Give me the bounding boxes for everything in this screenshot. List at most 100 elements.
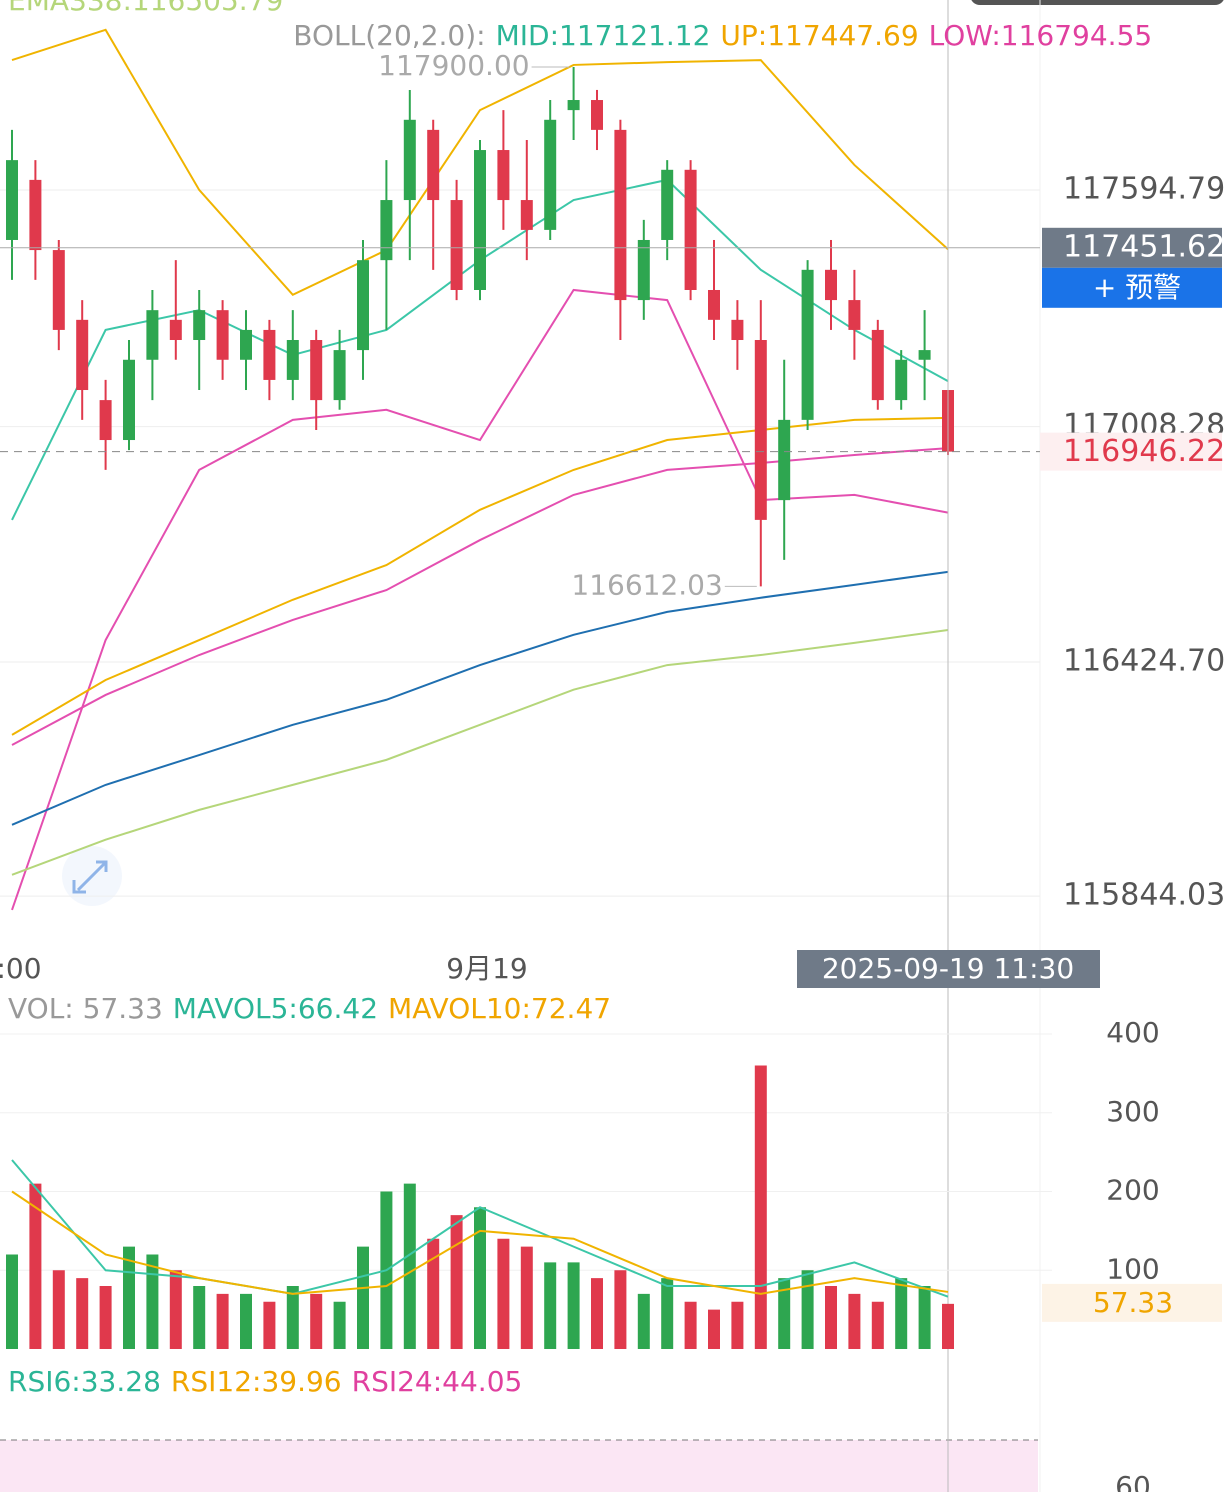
volume-bar <box>754 1065 767 1349</box>
volume-bar <box>6 1254 18 1349</box>
volume-bar <box>29 1183 42 1349</box>
candle-body <box>567 100 580 111</box>
volume-bar <box>520 1246 533 1349</box>
volume-bar <box>591 1278 603 1349</box>
legend-entry: VOL: 57.33 <box>8 992 163 1025</box>
volume-bar <box>263 1301 276 1349</box>
candle-body <box>403 119 416 201</box>
volume-bar <box>825 1286 837 1349</box>
volume-bar <box>708 1309 720 1349</box>
y-tick-label: 400 <box>1106 1016 1159 1049</box>
candle-body <box>918 350 931 360</box>
volume-bar <box>497 1238 510 1349</box>
indicator-line <box>11 1190 949 1295</box>
candle-body <box>895 359 908 401</box>
volume-bar <box>193 1286 206 1349</box>
candle-body <box>6 160 18 240</box>
indicator-line <box>11 570 949 826</box>
candle-body <box>497 150 510 201</box>
indicator-line <box>11 1159 949 1298</box>
legend-entry: RSI24:44.05 <box>352 1365 523 1398</box>
alert-button[interactable] <box>1042 267 1222 308</box>
legend-entry: RSI12:39.96 <box>171 1365 342 1398</box>
date-box <box>797 950 1100 988</box>
candle-body <box>193 310 206 341</box>
last-volume-label: 57.33 <box>1093 1286 1173 1319</box>
volume-bar <box>801 1270 814 1349</box>
volume-bar <box>895 1278 908 1349</box>
candle-body <box>708 289 720 320</box>
volume-bar <box>637 1293 650 1349</box>
indicator-line <box>11 288 949 911</box>
volume-bar <box>216 1293 229 1349</box>
candle-body <box>450 200 463 290</box>
indicator-line <box>11 447 949 746</box>
candle-body <box>146 310 159 360</box>
legend-entry: LOW:116794.55 <box>929 19 1153 52</box>
volume-bar <box>146 1254 159 1349</box>
candle-body <box>848 300 861 330</box>
indicator-line <box>11 416 949 736</box>
volume-bar <box>918 1286 931 1349</box>
volume-bar <box>403 1183 416 1349</box>
candle-body <box>474 150 486 290</box>
volume-bar <box>474 1207 486 1349</box>
legend-entry: RSI6:33.28 <box>8 1365 161 1398</box>
candle-body <box>731 319 744 341</box>
volume-bar <box>731 1301 744 1349</box>
candle-body <box>614 129 627 301</box>
low-label: 116612.03 <box>571 568 722 601</box>
volume-bar <box>427 1238 440 1349</box>
crosshair-date: 2025-09-19 11:30 <box>822 952 1074 985</box>
expand-icon[interactable] <box>62 846 122 906</box>
legend-entry: MAVOL10:72.47 <box>388 992 611 1025</box>
volume-bar <box>544 1262 557 1349</box>
indicator-line <box>11 28 949 297</box>
volume-bar <box>310 1293 323 1349</box>
x-tick-label: :00 <box>0 952 42 985</box>
volume-bar <box>99 1286 112 1349</box>
candle-body <box>661 169 674 240</box>
candle-body <box>76 319 89 391</box>
volume-bar <box>778 1278 791 1349</box>
candle-body <box>380 200 393 261</box>
legend-entry: UP:117447.69 <box>720 19 918 52</box>
y-tick-label: 200 <box>1106 1174 1159 1207</box>
legend-entry: MID:117121.12 <box>496 19 711 52</box>
candle-body <box>123 359 135 441</box>
volume-bar <box>286 1286 299 1349</box>
crosshair-price: 117451.62 <box>1063 229 1225 264</box>
rsi-band <box>0 1440 1038 1492</box>
y-tick-label: 300 <box>1106 1095 1159 1128</box>
candle-body <box>637 239 650 301</box>
candle-body <box>871 329 884 401</box>
candle-body <box>240 329 252 360</box>
volume-bar <box>614 1270 627 1349</box>
volume-bar <box>52 1270 65 1349</box>
volume-bar <box>871 1301 884 1349</box>
candle-body <box>520 200 533 230</box>
y-tick-label: 100 <box>1106 1252 1159 1285</box>
candle-body <box>684 169 697 290</box>
legend-entry: EMA338:116505.79 <box>8 0 283 17</box>
candle-body <box>52 250 65 330</box>
candle-body <box>169 319 182 341</box>
last-volume-box <box>1042 1283 1222 1322</box>
candle-body <box>544 119 557 230</box>
volume-bar <box>450 1215 463 1349</box>
candle-body <box>801 269 814 420</box>
candle-body <box>216 310 229 360</box>
candle-body <box>754 340 767 520</box>
y-tick-label: 115844.03 <box>1063 878 1225 913</box>
top-handle <box>971 0 1224 5</box>
last-price-box <box>1040 432 1222 471</box>
alert-label: + 预警 <box>1093 271 1181 304</box>
candle-body <box>99 400 112 441</box>
candle-body <box>778 419 791 501</box>
volume-bar <box>848 1293 861 1349</box>
high-label: 117900.00 <box>378 49 529 82</box>
y-tick-label: 117594.79 <box>1063 172 1225 207</box>
indicator-line <box>11 629 949 876</box>
